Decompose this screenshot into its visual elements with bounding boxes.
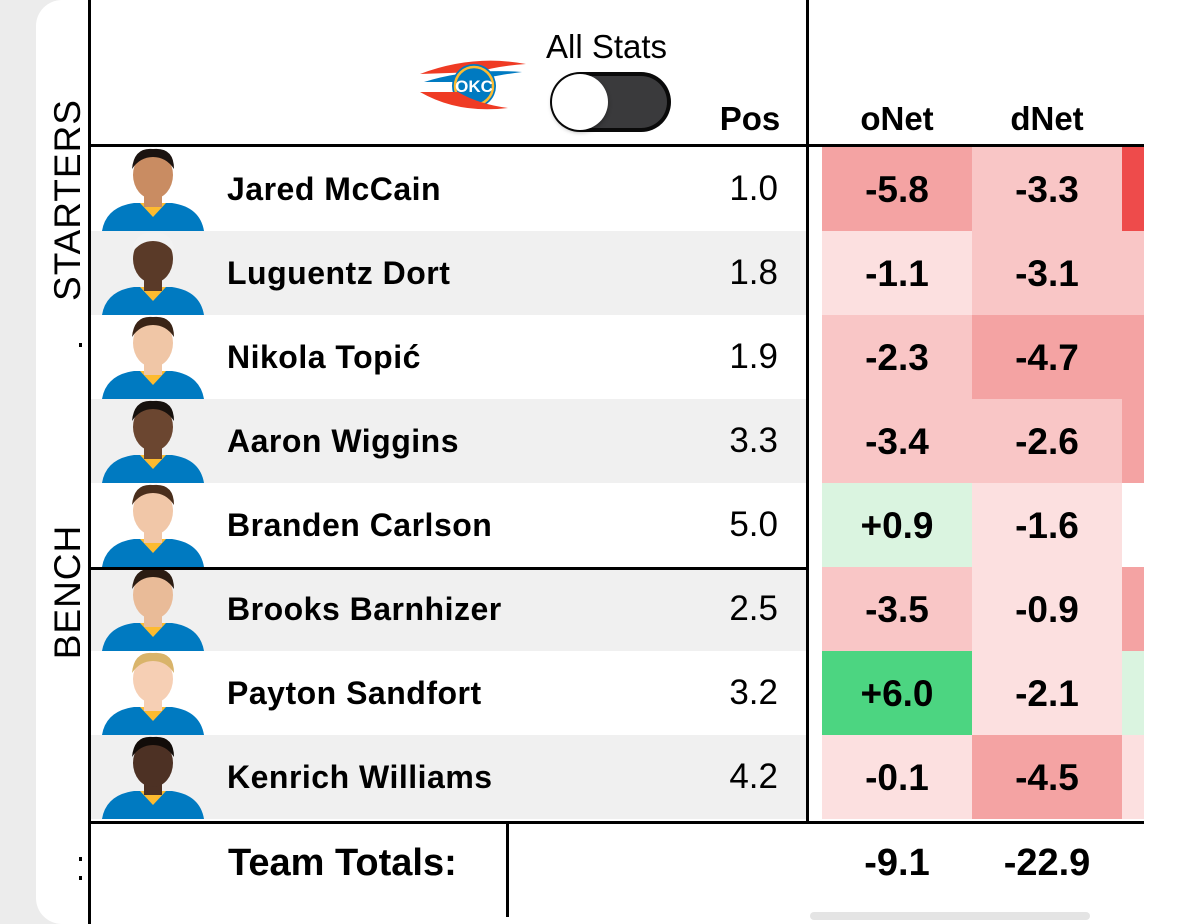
player-name[interactable]: Nikola Topić [227, 339, 421, 375]
column-divider [806, 0, 809, 822]
next-column-cell [1122, 231, 1144, 315]
toggle-knob [552, 74, 608, 130]
next-column-cell [1122, 567, 1144, 651]
next-column-cell [1122, 651, 1144, 735]
bench-rule [90, 567, 808, 570]
total-dnet: -22.9 [1003, 842, 1091, 884]
total-onet: -9.1 [864, 842, 930, 884]
player-headshot-icon [102, 400, 204, 483]
player-row[interactable]: Brooks Barnhizer 2.5 [90, 567, 806, 651]
dnet-cell[interactable]: -3.3 [972, 147, 1122, 231]
next-column-cell [1122, 483, 1144, 567]
player-name[interactable]: Aaron Wiggins [227, 423, 459, 459]
section-tick [79, 857, 82, 861]
player-position: 1.9 [729, 337, 778, 376]
dnet-cell[interactable]: -3.1 [972, 231, 1122, 315]
player-position: 4.2 [729, 757, 778, 796]
onet-cell[interactable]: -3.4 [822, 399, 972, 483]
player-position: 5.0 [729, 505, 778, 544]
player-name[interactable]: Brooks Barnhizer [227, 591, 502, 627]
player-headshot-icon [102, 484, 204, 567]
all-stats-toggle[interactable] [550, 72, 671, 132]
horizontal-scrollbar[interactable] [810, 912, 1090, 920]
player-row[interactable]: Branden Carlson 5.0 [90, 483, 806, 567]
svg-text:OKC: OKC [455, 77, 493, 96]
player-name[interactable]: Payton Sandfort [227, 675, 482, 711]
dnet-cell[interactable]: -4.7 [972, 315, 1122, 399]
player-headshot-icon [102, 316, 204, 399]
dnet-cell[interactable]: -2.6 [972, 399, 1122, 483]
next-column-cell [1122, 315, 1144, 399]
player-headshot-icon [102, 652, 204, 735]
dnet-cell[interactable]: -2.1 [972, 651, 1122, 735]
onet-cell[interactable]: -1.1 [822, 231, 972, 315]
player-position: 2.5 [729, 589, 778, 628]
onet-cell[interactable]: +0.9 [822, 483, 972, 567]
player-position: 3.2 [729, 673, 778, 712]
player-name[interactable]: Jared McCain [227, 171, 442, 207]
onet-column-header[interactable]: oNet [860, 100, 934, 137]
all-stats-label: All Stats [546, 28, 668, 65]
team-logo-icon: OKC [420, 60, 526, 110]
section-tick [79, 343, 82, 347]
team-totals-label: Team Totals: [228, 842, 457, 884]
next-column-cell [1122, 735, 1144, 819]
player-row[interactable]: Kenrich Williams 4.2 [90, 735, 806, 819]
player-row[interactable]: Jared McCain 1.0 [90, 147, 806, 231]
player-row[interactable]: Aaron Wiggins 3.3 [90, 399, 806, 483]
header-rule [90, 144, 1144, 147]
totals-divider [506, 824, 509, 917]
player-row[interactable]: Payton Sandfort 3.2 [90, 651, 806, 735]
dnet-cell[interactable]: -1.6 [972, 483, 1122, 567]
onet-cell[interactable]: -3.5 [822, 567, 972, 651]
player-position: 3.3 [729, 421, 778, 460]
next-column-cell [1122, 399, 1144, 483]
left-divider [88, 0, 91, 924]
player-name[interactable]: Kenrich Williams [227, 759, 493, 795]
player-row[interactable]: Luguentz Dort 1.8 [90, 231, 806, 315]
dnet-cell[interactable]: -0.9 [972, 567, 1122, 651]
dnet-cell[interactable]: -4.5 [972, 735, 1122, 819]
player-row[interactable]: Nikola Topić 1.9 [90, 315, 806, 399]
player-name[interactable]: Luguentz Dort [227, 255, 451, 291]
section-tick [79, 876, 82, 880]
onet-cell[interactable]: +6.0 [822, 651, 972, 735]
player-position: 1.0 [729, 169, 778, 208]
pos-column-header[interactable]: Pos [719, 100, 781, 137]
dnet-column-header[interactable]: dNet [1010, 100, 1084, 137]
onet-cell[interactable]: -2.3 [822, 315, 972, 399]
player-headshot-icon [102, 148, 204, 231]
player-headshot-icon [102, 736, 204, 819]
player-headshot-icon [102, 568, 204, 651]
player-position: 1.8 [729, 253, 778, 292]
onet-cell[interactable]: -5.8 [822, 147, 972, 231]
next-column-cell [1122, 147, 1144, 231]
totals-rule [90, 821, 1144, 824]
onet-cell[interactable]: -0.1 [822, 735, 972, 819]
player-name[interactable]: Branden Carlson [227, 507, 493, 543]
player-headshot-icon [102, 232, 204, 315]
